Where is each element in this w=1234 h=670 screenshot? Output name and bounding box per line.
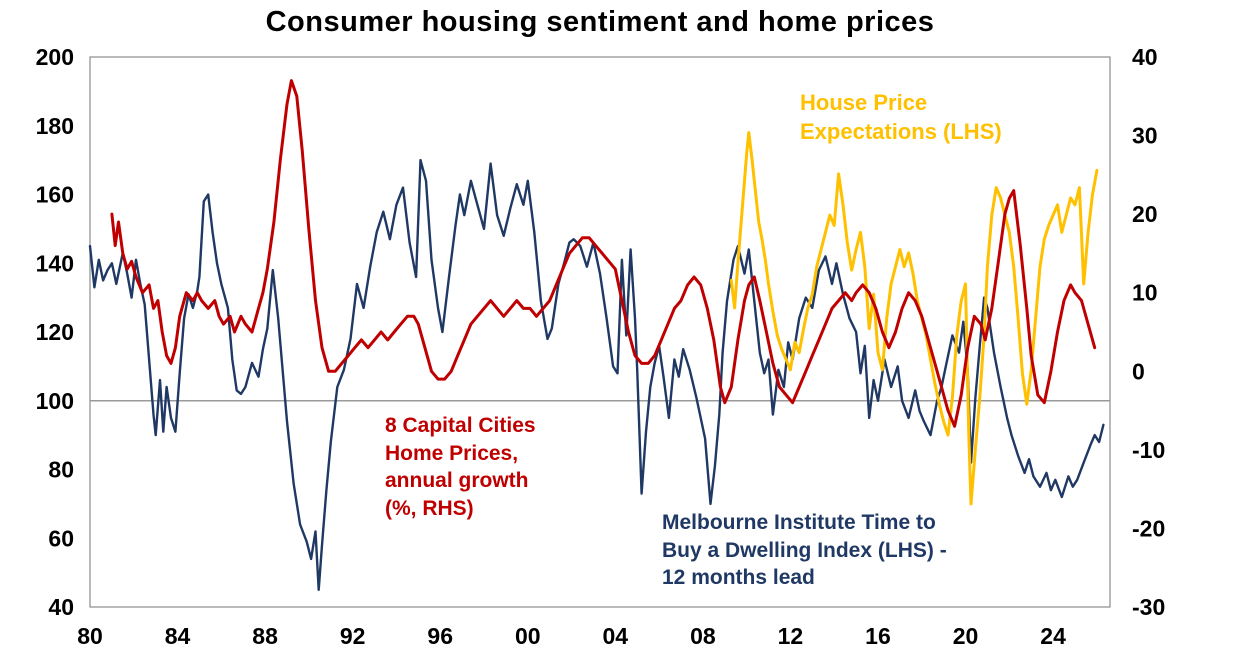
x-tick-label: 00 <box>515 623 541 649</box>
rhs-tick-label: 10 <box>1132 280 1158 306</box>
lhs-tick-label: 200 <box>36 44 74 70</box>
x-tick-label: 16 <box>865 623 891 649</box>
lhs-tick-label: 80 <box>48 457 74 483</box>
x-tick-label: 88 <box>252 623 278 649</box>
plot-border <box>89 56 1111 608</box>
x-tick-label: 08 <box>690 623 716 649</box>
lhs-tick-label: 180 <box>36 113 74 139</box>
rhs-tick-label: 40 <box>1132 44 1158 70</box>
lhs-tick-label: 120 <box>36 319 74 345</box>
lhs-tick-label: 140 <box>36 250 74 276</box>
rhs-tick-label: 20 <box>1132 201 1158 227</box>
annotation-home-prices: 8 Capital Cities Home Prices, annual gro… <box>385 414 536 521</box>
series-line-time-to-buy <box>88 158 1105 591</box>
rhs-tick-label: -30 <box>1132 594 1165 620</box>
rhs-tick-label: 0 <box>1132 358 1145 384</box>
lhs-tick-label: 40 <box>48 594 74 620</box>
annotation-time-to-buy: Melbourne Institute Time to Buy a Dwelli… <box>662 511 947 590</box>
series-line-home-prices <box>110 79 1097 428</box>
x-tick-label: 92 <box>340 623 366 649</box>
x-tick-label: 24 <box>1040 623 1066 649</box>
annotation-house-price-expectations: House Price Expectations (LHS) <box>800 90 1002 145</box>
x-tick-label: 20 <box>953 623 979 649</box>
lhs-tick-label: 160 <box>36 182 74 208</box>
rhs-tick-label: 30 <box>1132 123 1158 149</box>
x-tick-label: 12 <box>778 623 804 649</box>
rhs-tick-label: -10 <box>1132 437 1165 463</box>
series-line-expectations <box>729 131 1099 506</box>
x-tick-label: 04 <box>603 623 629 649</box>
x-tick-label: 80 <box>77 623 103 649</box>
lhs-tick-label: 100 <box>36 388 74 414</box>
chart-title: Consumer housing sentiment and home pric… <box>265 6 935 38</box>
x-tick-label: 96 <box>427 623 453 649</box>
lhs-tick-label: 60 <box>48 525 74 551</box>
rhs-tick-label: -20 <box>1132 515 1165 541</box>
x-tick-label: 84 <box>165 623 191 649</box>
